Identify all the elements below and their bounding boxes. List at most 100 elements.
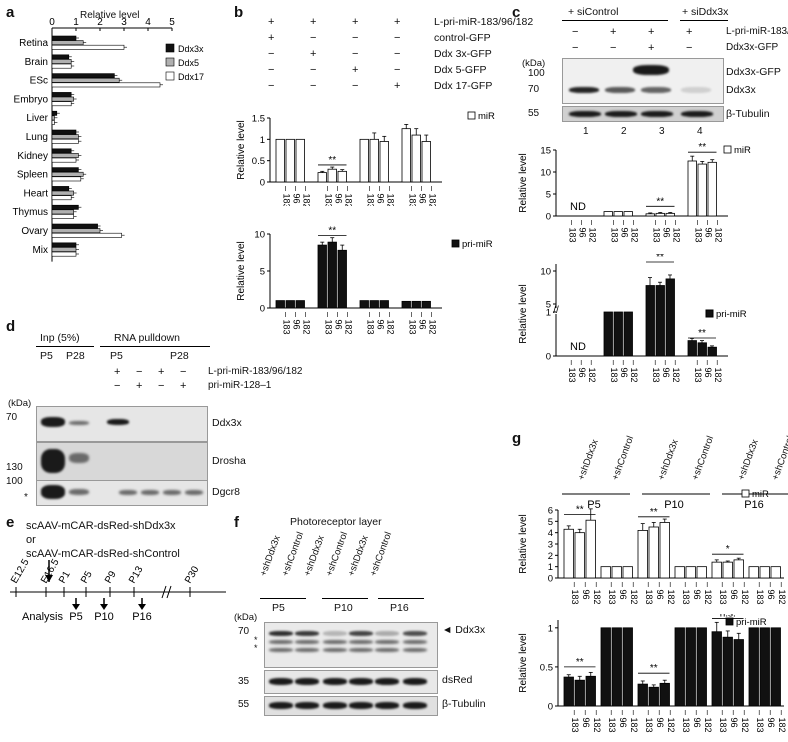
x-tick-label: – 182 [629, 360, 639, 383]
b-condition-sign: − [268, 64, 275, 76]
panel-a-chart: 0 1 2 3 4 5 Retina Brain ESc Embryo Liver Lung Kidne… [12, 17, 204, 262]
g-lane-label: +shDdx3x [656, 438, 681, 482]
y-axis-label: Relative level [518, 514, 529, 573]
x-tick-label: – 182 [427, 312, 437, 335]
b-condition-sign: + [310, 48, 317, 60]
data-bar [687, 340, 697, 357]
x-tick-label: – 96 [661, 220, 671, 238]
f-age-line [378, 598, 424, 599]
x-tick-label: – 96 [766, 710, 776, 728]
f-age-label: P10 [334, 602, 353, 614]
y-tick-label: 0 [546, 212, 551, 223]
a-bar-ddx5 [51, 247, 77, 252]
d-band [69, 489, 89, 495]
c-band-label: Ddx3x-GFP [726, 66, 781, 78]
legend-label: miR [478, 111, 495, 122]
data-bar [759, 566, 770, 579]
x-tick-label: – 96 [661, 360, 671, 378]
b-condition-sign: − [394, 64, 401, 76]
x-tick-label: – 182 [343, 186, 353, 206]
x-tick-label: – 96 [577, 360, 587, 378]
y-tick-label: 0 [548, 574, 553, 585]
f-band-lower [269, 648, 293, 652]
a-bar-ddx5 [51, 153, 79, 158]
f-band-lower [403, 648, 427, 652]
x-tick-label: – 182 [703, 710, 713, 733]
b-condition-sign: − [352, 48, 359, 60]
data-bar [674, 566, 685, 579]
x-tick-label: – 183 [651, 220, 661, 243]
f-band-ddx3x [375, 631, 399, 636]
x-tick-label: – 96 [703, 220, 713, 238]
data-bar [655, 285, 665, 357]
a-category-label: Thymus [12, 207, 48, 218]
c-band-label: Ddx3x [726, 84, 756, 96]
f-kda-marker: 35 [238, 676, 250, 687]
a-category-label: Kidney [17, 151, 48, 162]
legend-label: pri-miR [716, 309, 747, 320]
data-bar [685, 566, 696, 579]
y-tick-label: 6 [548, 506, 553, 517]
significance-label: ** [328, 225, 336, 236]
data-bar [574, 532, 585, 579]
a-bar-ddx3x [51, 92, 72, 97]
significance-label: ** [698, 142, 706, 153]
data-bar [285, 300, 295, 309]
x-tick-label: – 183 [609, 360, 619, 383]
data-bar [379, 141, 389, 183]
panel-f-western: Photoreceptor layer +shDdx3x +shControl +sh… [232, 516, 508, 716]
x-tick-label: – 96 [619, 360, 629, 378]
x-tick-label: – 182 [671, 220, 681, 243]
x-tick-label: – 183 [407, 186, 417, 206]
a-category-label: Lung [26, 132, 48, 143]
c-band-ddx3x [641, 87, 671, 93]
f-band-lower [295, 640, 319, 644]
data-bar [327, 241, 337, 309]
x-tick-label: – 182 [777, 582, 787, 605]
a-category-label: Liver [26, 113, 48, 124]
f-band-lower [269, 640, 293, 644]
a-bar-ddx5 [51, 209, 74, 215]
data-bar [337, 170, 347, 183]
significance-label: ** [576, 657, 584, 668]
x-tick-label: – 182 [666, 710, 676, 733]
e-timepoint-label: P13 [127, 564, 146, 585]
a-bar-ddx3x [51, 129, 77, 135]
d-divider [100, 346, 210, 347]
x-tick-label: – 96 [692, 582, 702, 600]
x-tick-label: – 183 [755, 710, 765, 733]
data-bar [645, 213, 655, 217]
panel-label-e: e [6, 514, 15, 531]
f-star: * [254, 635, 258, 645]
f-band-ddx3x [403, 631, 427, 636]
data-bar [685, 627, 696, 707]
x-tick-label: – 96 [766, 582, 776, 600]
a-bar-ddx17 [51, 251, 77, 257]
c-row-sign: + [648, 42, 655, 54]
b-condition-sign: + [310, 16, 317, 28]
data-bar [421, 300, 431, 309]
panel-e-line1: scAAV-mCAR-dsRed-shDdx3x [26, 520, 176, 532]
data-bar [574, 679, 585, 707]
g-lane-label: +shDdx3x [736, 438, 761, 482]
x-tick-label: – 183 [570, 710, 580, 733]
data-bar [648, 686, 659, 707]
c-group-sicontrol: + siControl [568, 6, 619, 18]
x-tick-label: – 182 [777, 710, 787, 733]
c-row-sign: − [572, 26, 579, 38]
f-band-dsred [323, 678, 347, 685]
c-band-tubulin [681, 111, 713, 117]
y-tick-label: 5 [548, 517, 553, 528]
data-bar [697, 163, 707, 217]
c-kda-marker: 100 [528, 68, 545, 79]
panel-label-d: d [6, 318, 16, 335]
significance-label: ** [656, 196, 664, 207]
c-row-sign: + [610, 26, 617, 38]
e-analysis-point: P5 [69, 611, 82, 623]
data-bar [295, 300, 305, 309]
data-bar [733, 639, 744, 707]
data-bar [733, 559, 744, 579]
a-bar-ddx5 [51, 59, 72, 64]
